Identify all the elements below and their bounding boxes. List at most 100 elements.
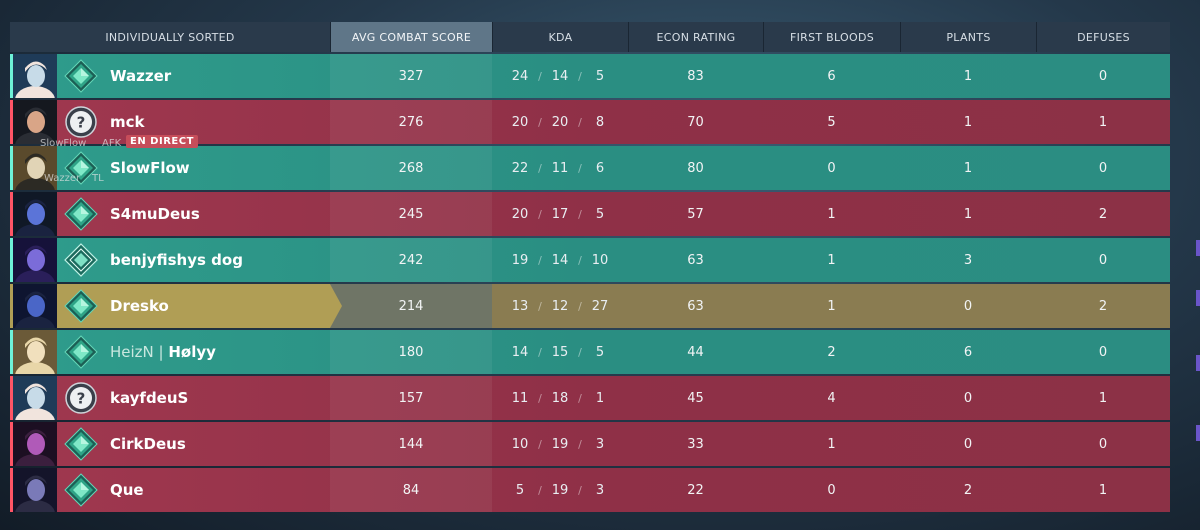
player-row[interactable]: benjyfishys dog 242 19 / 14 / 10 63 1 3 0 xyxy=(10,238,1170,282)
kda-separator: / xyxy=(578,345,582,359)
player-name-text: S4muDeus xyxy=(110,205,200,223)
rank-icon xyxy=(63,472,99,508)
econ-value: 45 xyxy=(687,390,704,406)
kda-value: 11 / 18 / 1 xyxy=(492,376,628,420)
econ-value: 83 xyxy=(687,68,704,84)
kda-value: 10 / 19 / 3 xyxy=(492,422,628,466)
player-row[interactable]: HeizN | Hølyy 180 14 / 15 / 5 44 2 6 0 xyxy=(10,330,1170,374)
player-row[interactable]: ? kayfdeuS 157 11 / 18 / 1 45 4 0 1 xyxy=(10,376,1170,420)
kda-value: 20 / 17 / 5 xyxy=(492,192,628,236)
econ-value: 70 xyxy=(687,114,704,130)
kda-value: 14 / 15 / 5 xyxy=(492,330,628,374)
live-badge: EN DIRECT xyxy=(126,135,198,148)
player-name: mck xyxy=(110,113,145,131)
scoreboard-header: INDIVIDUALLY SORTED AVG COMBAT SCORE KDA… xyxy=(10,22,1170,52)
team-stripe xyxy=(10,100,13,144)
econ-value: 57 xyxy=(687,206,704,222)
team-stripe xyxy=(10,376,13,420)
player-cell: SlowFlow xyxy=(10,146,330,190)
assists-value: 1 xyxy=(595,390,605,406)
afk-player-name: SlowFlow xyxy=(40,138,87,149)
kda-separator: / xyxy=(538,69,542,83)
kda-separator: / xyxy=(578,253,582,267)
kills-value: 14 xyxy=(511,344,529,360)
first-bloods-value: 0 xyxy=(827,160,836,176)
first-bloods-value: 0 xyxy=(827,482,836,498)
agent-portrait-icon xyxy=(13,422,57,466)
first-bloods-value: 5 xyxy=(827,114,836,130)
assists-value: 3 xyxy=(595,482,605,498)
kda-separator: / xyxy=(538,437,542,451)
tl-label: TL xyxy=(92,173,104,184)
player-name: Dresko xyxy=(110,297,169,315)
sort-header-player[interactable]: INDIVIDUALLY SORTED xyxy=(105,30,235,44)
kda-separator: / xyxy=(538,115,542,129)
player-name: CirkDeus xyxy=(110,435,186,453)
player-row[interactable]: ? mck 276 20 / 20 / 8 70 5 1 1 xyxy=(10,100,1170,144)
kda-separator: / xyxy=(538,345,542,359)
team-stripe xyxy=(10,238,13,282)
plants-value: 0 xyxy=(963,298,973,314)
first-bloods-value: 2 xyxy=(827,344,836,360)
kills-value: 10 xyxy=(511,436,529,452)
player-cell: CirkDeus xyxy=(10,422,330,466)
player-team-tag: HeizN | xyxy=(110,343,169,361)
player-row[interactable]: SlowFlow 268 22 / 11 / 6 80 0 1 0 xyxy=(10,146,1170,190)
kills-value: 19 xyxy=(511,252,529,268)
econ-value: 80 xyxy=(687,160,704,176)
defuses-value: 1 xyxy=(1098,390,1108,406)
sort-header-econ[interactable]: ECON RATING xyxy=(628,22,763,52)
player-row[interactable]: S4muDeus 245 20 / 17 / 5 57 1 1 2 xyxy=(10,192,1170,236)
sort-header-kda[interactable]: KDA xyxy=(492,22,628,52)
acs-value: 276 xyxy=(330,100,492,144)
defuses-value: 0 xyxy=(1098,160,1108,176)
defuses-value: 2 xyxy=(1098,206,1108,222)
rank-icon xyxy=(63,426,99,462)
player-name-text: CirkDeus xyxy=(110,435,186,453)
kda-separator: / xyxy=(578,207,582,221)
sort-header-acs[interactable]: AVG COMBAT SCORE xyxy=(330,22,492,52)
assists-value: 5 xyxy=(595,68,605,84)
agent-portrait-icon xyxy=(13,468,57,512)
deaths-value: 18 xyxy=(551,390,569,406)
player-row[interactable]: Dresko 214 13 / 12 / 27 63 1 0 2 xyxy=(10,284,1170,328)
player-name-text: Hølyy xyxy=(168,343,216,361)
kda-separator: / xyxy=(538,483,542,497)
rank-icon xyxy=(63,150,99,186)
first-bloods-value: 1 xyxy=(827,206,836,222)
acs-value: 242 xyxy=(330,238,492,282)
sort-header-plants[interactable]: PLANTS xyxy=(900,22,1036,52)
player-row[interactable]: CirkDeus 144 10/19/3 33 1 0 0 xyxy=(10,422,1170,466)
agent-portrait-icon xyxy=(13,284,57,328)
kills-value: 5 xyxy=(515,482,525,498)
agent-portrait-icon xyxy=(13,376,57,420)
unranked-icon: ? xyxy=(63,104,99,140)
agent-portrait-icon xyxy=(13,238,57,282)
rank-icon xyxy=(63,334,99,370)
player-row[interactable]: Wazzer 327 24 / 14 / 5 83 6 1 0 xyxy=(10,54,1170,98)
plants-value: 3 xyxy=(963,252,973,268)
rank-icon xyxy=(63,196,99,232)
player-row[interactable]: Que 84 5 / 19 / 3 22 0 2 1 xyxy=(10,468,1170,512)
player-name: S4muDeus xyxy=(110,205,200,223)
sort-header-defuses[interactable]: DEFUSES xyxy=(1036,22,1170,52)
player-cell: benjyfishys dog xyxy=(10,238,330,282)
team-stripe xyxy=(10,192,13,236)
player-name: benjyfishys dog xyxy=(110,251,243,269)
assists-value: 5 xyxy=(595,206,605,222)
first-bloods-value: 4 xyxy=(827,390,836,406)
assists-value: 27 xyxy=(591,298,609,314)
plants-value: 1 xyxy=(963,114,973,130)
player-name-text: benjyfishys dog xyxy=(110,251,243,269)
deaths-value: 20 xyxy=(551,114,569,130)
plants-value: 1 xyxy=(963,68,973,84)
team-stripe xyxy=(10,146,13,190)
unranked-icon: ? xyxy=(63,380,99,416)
kda-separator: / xyxy=(578,161,582,175)
first-bloods-value: 1 xyxy=(827,436,836,452)
player-cell: HeizN | Hølyy xyxy=(10,330,330,374)
sort-header-first-bloods[interactable]: FIRST BLOODS xyxy=(763,22,900,52)
player-rows: Wazzer 327 24/14/5 83 6 1 0? mck 276 20/20/8 70 5 1 1… xyxy=(10,54,1170,512)
agent-portrait-icon xyxy=(13,100,57,144)
player-cell: Dresko xyxy=(10,284,342,328)
